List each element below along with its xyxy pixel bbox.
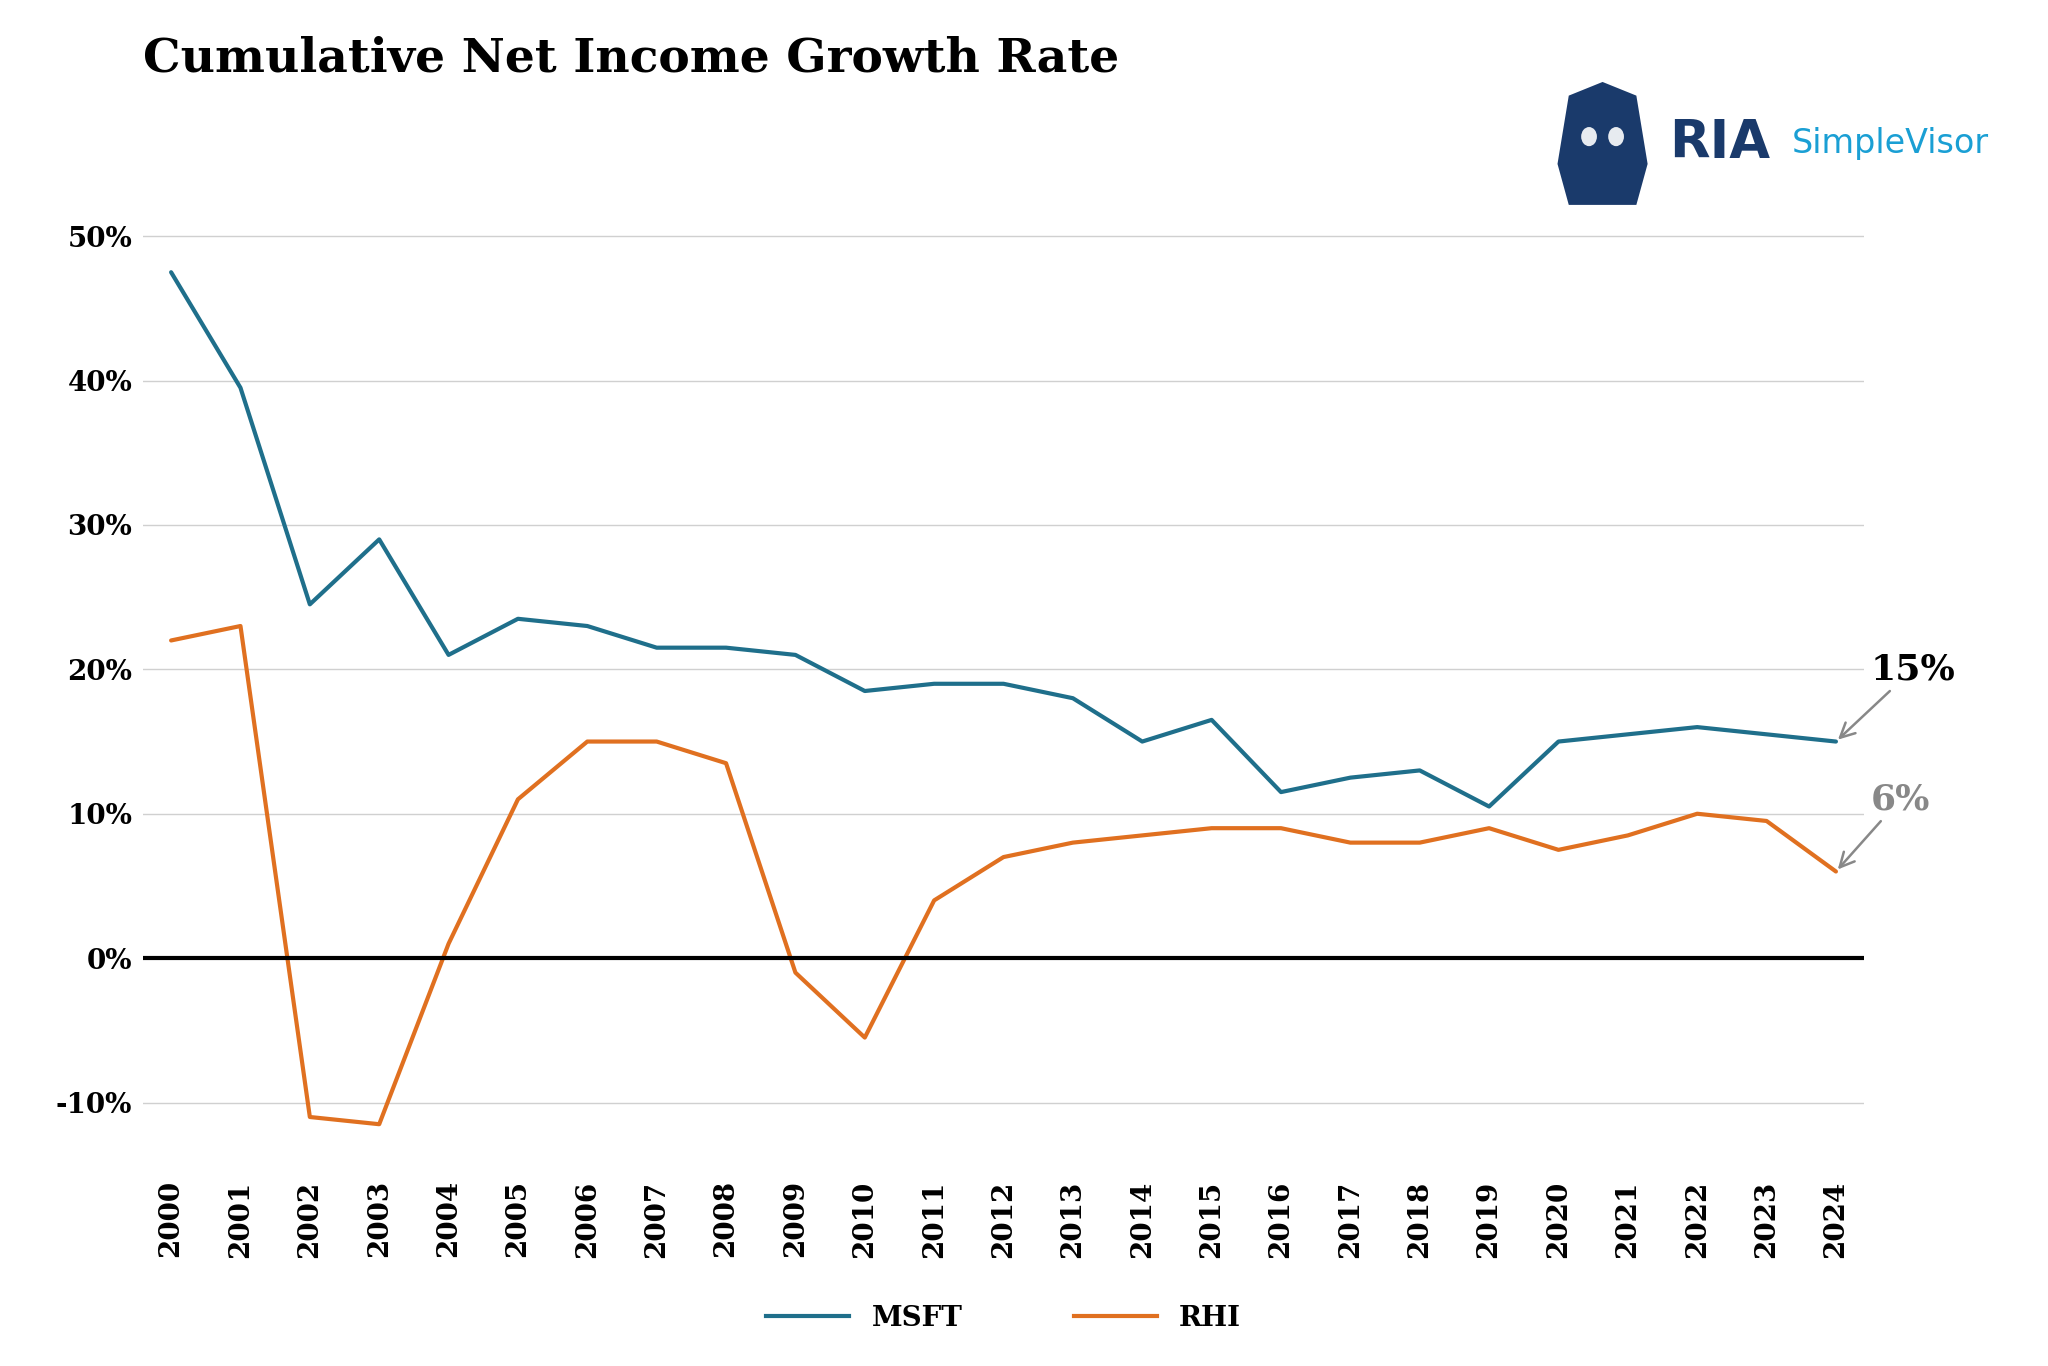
Legend: MSFT, RHI: MSFT, RHI — [756, 1294, 1251, 1343]
Text: RIA: RIA — [1669, 117, 1769, 169]
Circle shape — [1581, 127, 1597, 146]
Text: 6%: 6% — [1839, 783, 1929, 867]
Text: SimpleVisor: SimpleVisor — [1792, 127, 1989, 160]
Polygon shape — [1556, 82, 1647, 205]
Text: Cumulative Net Income Growth Rate: Cumulative Net Income Growth Rate — [143, 36, 1120, 82]
Circle shape — [1608, 127, 1624, 146]
Text: 15%: 15% — [1839, 653, 1956, 738]
